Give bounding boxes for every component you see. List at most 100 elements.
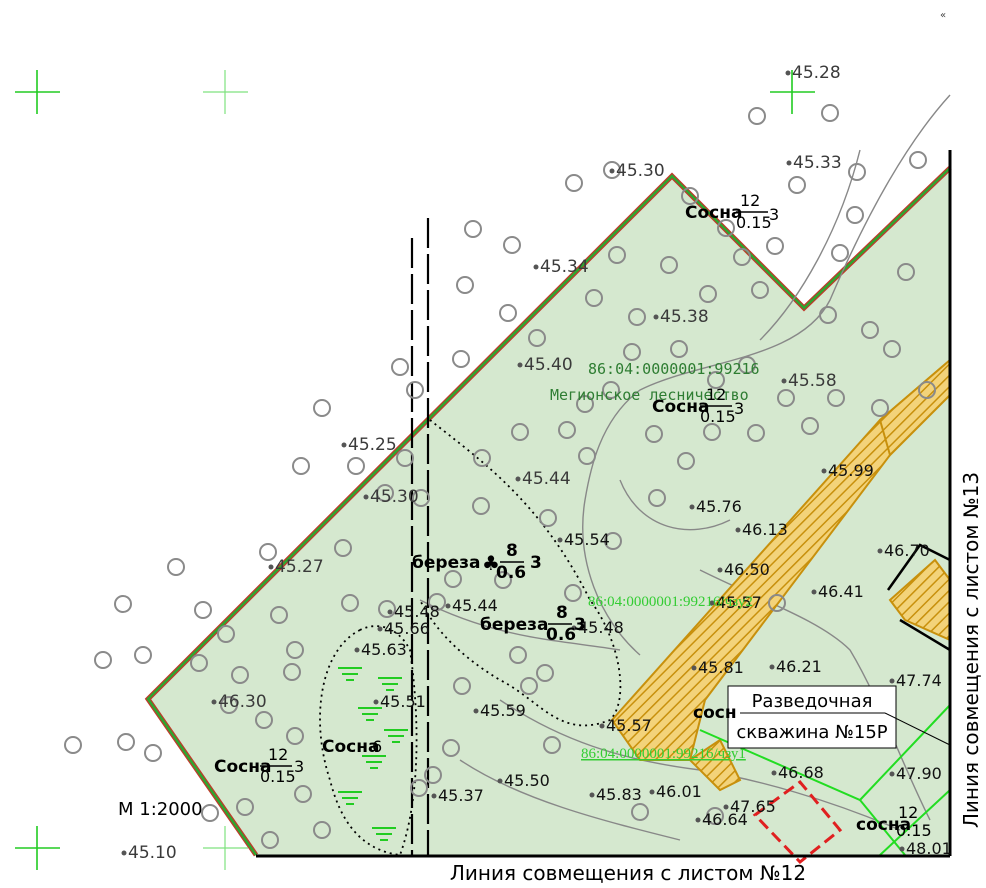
tree-icon: [827, 389, 845, 407]
elevation-label: 45.63: [361, 640, 407, 659]
tree-icon: [897, 263, 915, 281]
elevation-label: 46.68: [778, 763, 824, 782]
tree-icon: [220, 696, 238, 714]
svg-text:12: 12: [268, 745, 288, 764]
svg-text:0.6: 0.6: [496, 563, 526, 583]
elevation-point-icon: [373, 699, 379, 705]
elevation-label: 46.50: [724, 560, 770, 579]
tree-icon: [509, 646, 527, 664]
tree-icon: [283, 663, 301, 681]
elevation-label: 45.44: [522, 469, 571, 489]
elevation-point-icon: [717, 567, 723, 573]
elevation-point-icon: [786, 160, 792, 166]
tree-icon: [453, 677, 471, 695]
grass-symbols: [338, 667, 408, 841]
tree-icon: [604, 532, 622, 550]
elevation-label: 45.38: [660, 307, 709, 327]
well-label-line2: скважина №15Р: [736, 722, 887, 743]
tree-icon: [536, 664, 554, 682]
tree-icon: [391, 358, 409, 376]
elevation-point-icon: [445, 603, 451, 609]
tree-icon: [94, 651, 112, 669]
well-pad: [752, 779, 843, 865]
tree-icon: [286, 641, 304, 659]
tree-icon: [717, 219, 735, 237]
tree-label-bereza-1: береза ♣ 8 0.6 3: [412, 541, 542, 583]
tree-icon: [347, 457, 365, 475]
elevation-point-icon: [691, 665, 697, 671]
tree-label-sosna-5: сосн: [693, 703, 737, 723]
elevation-label: 45.30: [370, 487, 419, 507]
tree-icon: [64, 736, 82, 754]
svg-text:Сосна: Сосна: [685, 203, 742, 223]
tree-icon: [585, 289, 603, 307]
svg-text:0.15: 0.15: [736, 213, 772, 232]
elevation-point-icon: [533, 264, 539, 270]
tree-icon: [503, 236, 521, 254]
svg-text:Сосна: Сосна: [652, 397, 709, 417]
corner-mark: «: [940, 10, 946, 21]
tree-icon: [681, 187, 699, 205]
tree-icon: [341, 594, 359, 612]
sheet-join-bottom: Линия совмещения с листом №12: [450, 861, 806, 885]
elevation-point-icon: [785, 70, 791, 76]
tree-icon: [846, 206, 864, 224]
svg-text:12: 12: [898, 803, 918, 822]
tree-icon: [313, 399, 331, 417]
forest-boundary-green: [146, 167, 951, 856]
grid-cross-icon: [15, 70, 60, 114]
tree-label-sosna-6: сосна 12 0.15: [856, 803, 932, 840]
svg-text:3: 3: [769, 205, 779, 224]
tree-icon: [194, 601, 212, 619]
tree-icon: [821, 104, 839, 122]
tree-symbols: [64, 104, 936, 849]
elevation-point-icon: [899, 846, 905, 852]
tree-icon: [144, 744, 162, 762]
tree-icon: [801, 417, 819, 435]
grass-icon: [378, 677, 402, 691]
tree-icon: [236, 798, 254, 816]
tree-icon: [217, 625, 235, 643]
sheet-join-right: Линия совмещения с листом №13: [959, 472, 983, 828]
tree-icon: [410, 779, 428, 797]
svg-text:0.15: 0.15: [260, 767, 296, 786]
elevation-label: 45.48: [578, 618, 624, 637]
svg-text:12: 12: [740, 191, 760, 210]
well-label-box: Разведочная скважина №15Р: [727, 685, 951, 749]
elevation-label: 45.54: [564, 530, 610, 549]
elevation-label: 46.30: [218, 692, 267, 712]
tree-icon: [190, 654, 208, 672]
tree-icon: [788, 176, 806, 194]
tree-icon: [201, 804, 219, 822]
tree-icon: [406, 381, 424, 399]
elevation-point-icon: [709, 600, 715, 606]
elevation-label: 45.48: [394, 602, 440, 621]
tree-icon: [819, 306, 837, 324]
tree-label-sosna-3: Сосна 12 0.15 3: [214, 745, 304, 786]
elevation-label: 45.33: [793, 153, 842, 173]
tree-icon: [464, 220, 482, 238]
elevation-label: 45.66: [384, 619, 430, 638]
elevation-label: 45.59: [480, 701, 526, 720]
elevation-point-icon: [571, 625, 577, 631]
elevation-point-icon: [781, 378, 787, 384]
tree-icon: [334, 539, 352, 557]
tree-icon: [751, 281, 769, 299]
tree-icon: [660, 256, 678, 274]
road: [610, 357, 951, 792]
elevation-point-icon: [377, 626, 383, 632]
tree-icon: [494, 571, 512, 589]
svg-text:Сосна: Сосна: [322, 737, 379, 757]
elevation-point-icon: [517, 362, 523, 368]
tree-icon: [768, 594, 786, 612]
tree-icon: [918, 381, 936, 399]
elevation-label: 46.41: [818, 582, 864, 601]
elevation-label: 47.65: [730, 797, 776, 816]
utility-line: [410, 218, 430, 855]
tree-icon: [603, 161, 621, 179]
svg-text:сосна: сосна: [856, 815, 911, 835]
tree-icon: [286, 727, 304, 745]
svg-text:3: 3: [574, 615, 586, 635]
tree-icon: [909, 151, 927, 169]
